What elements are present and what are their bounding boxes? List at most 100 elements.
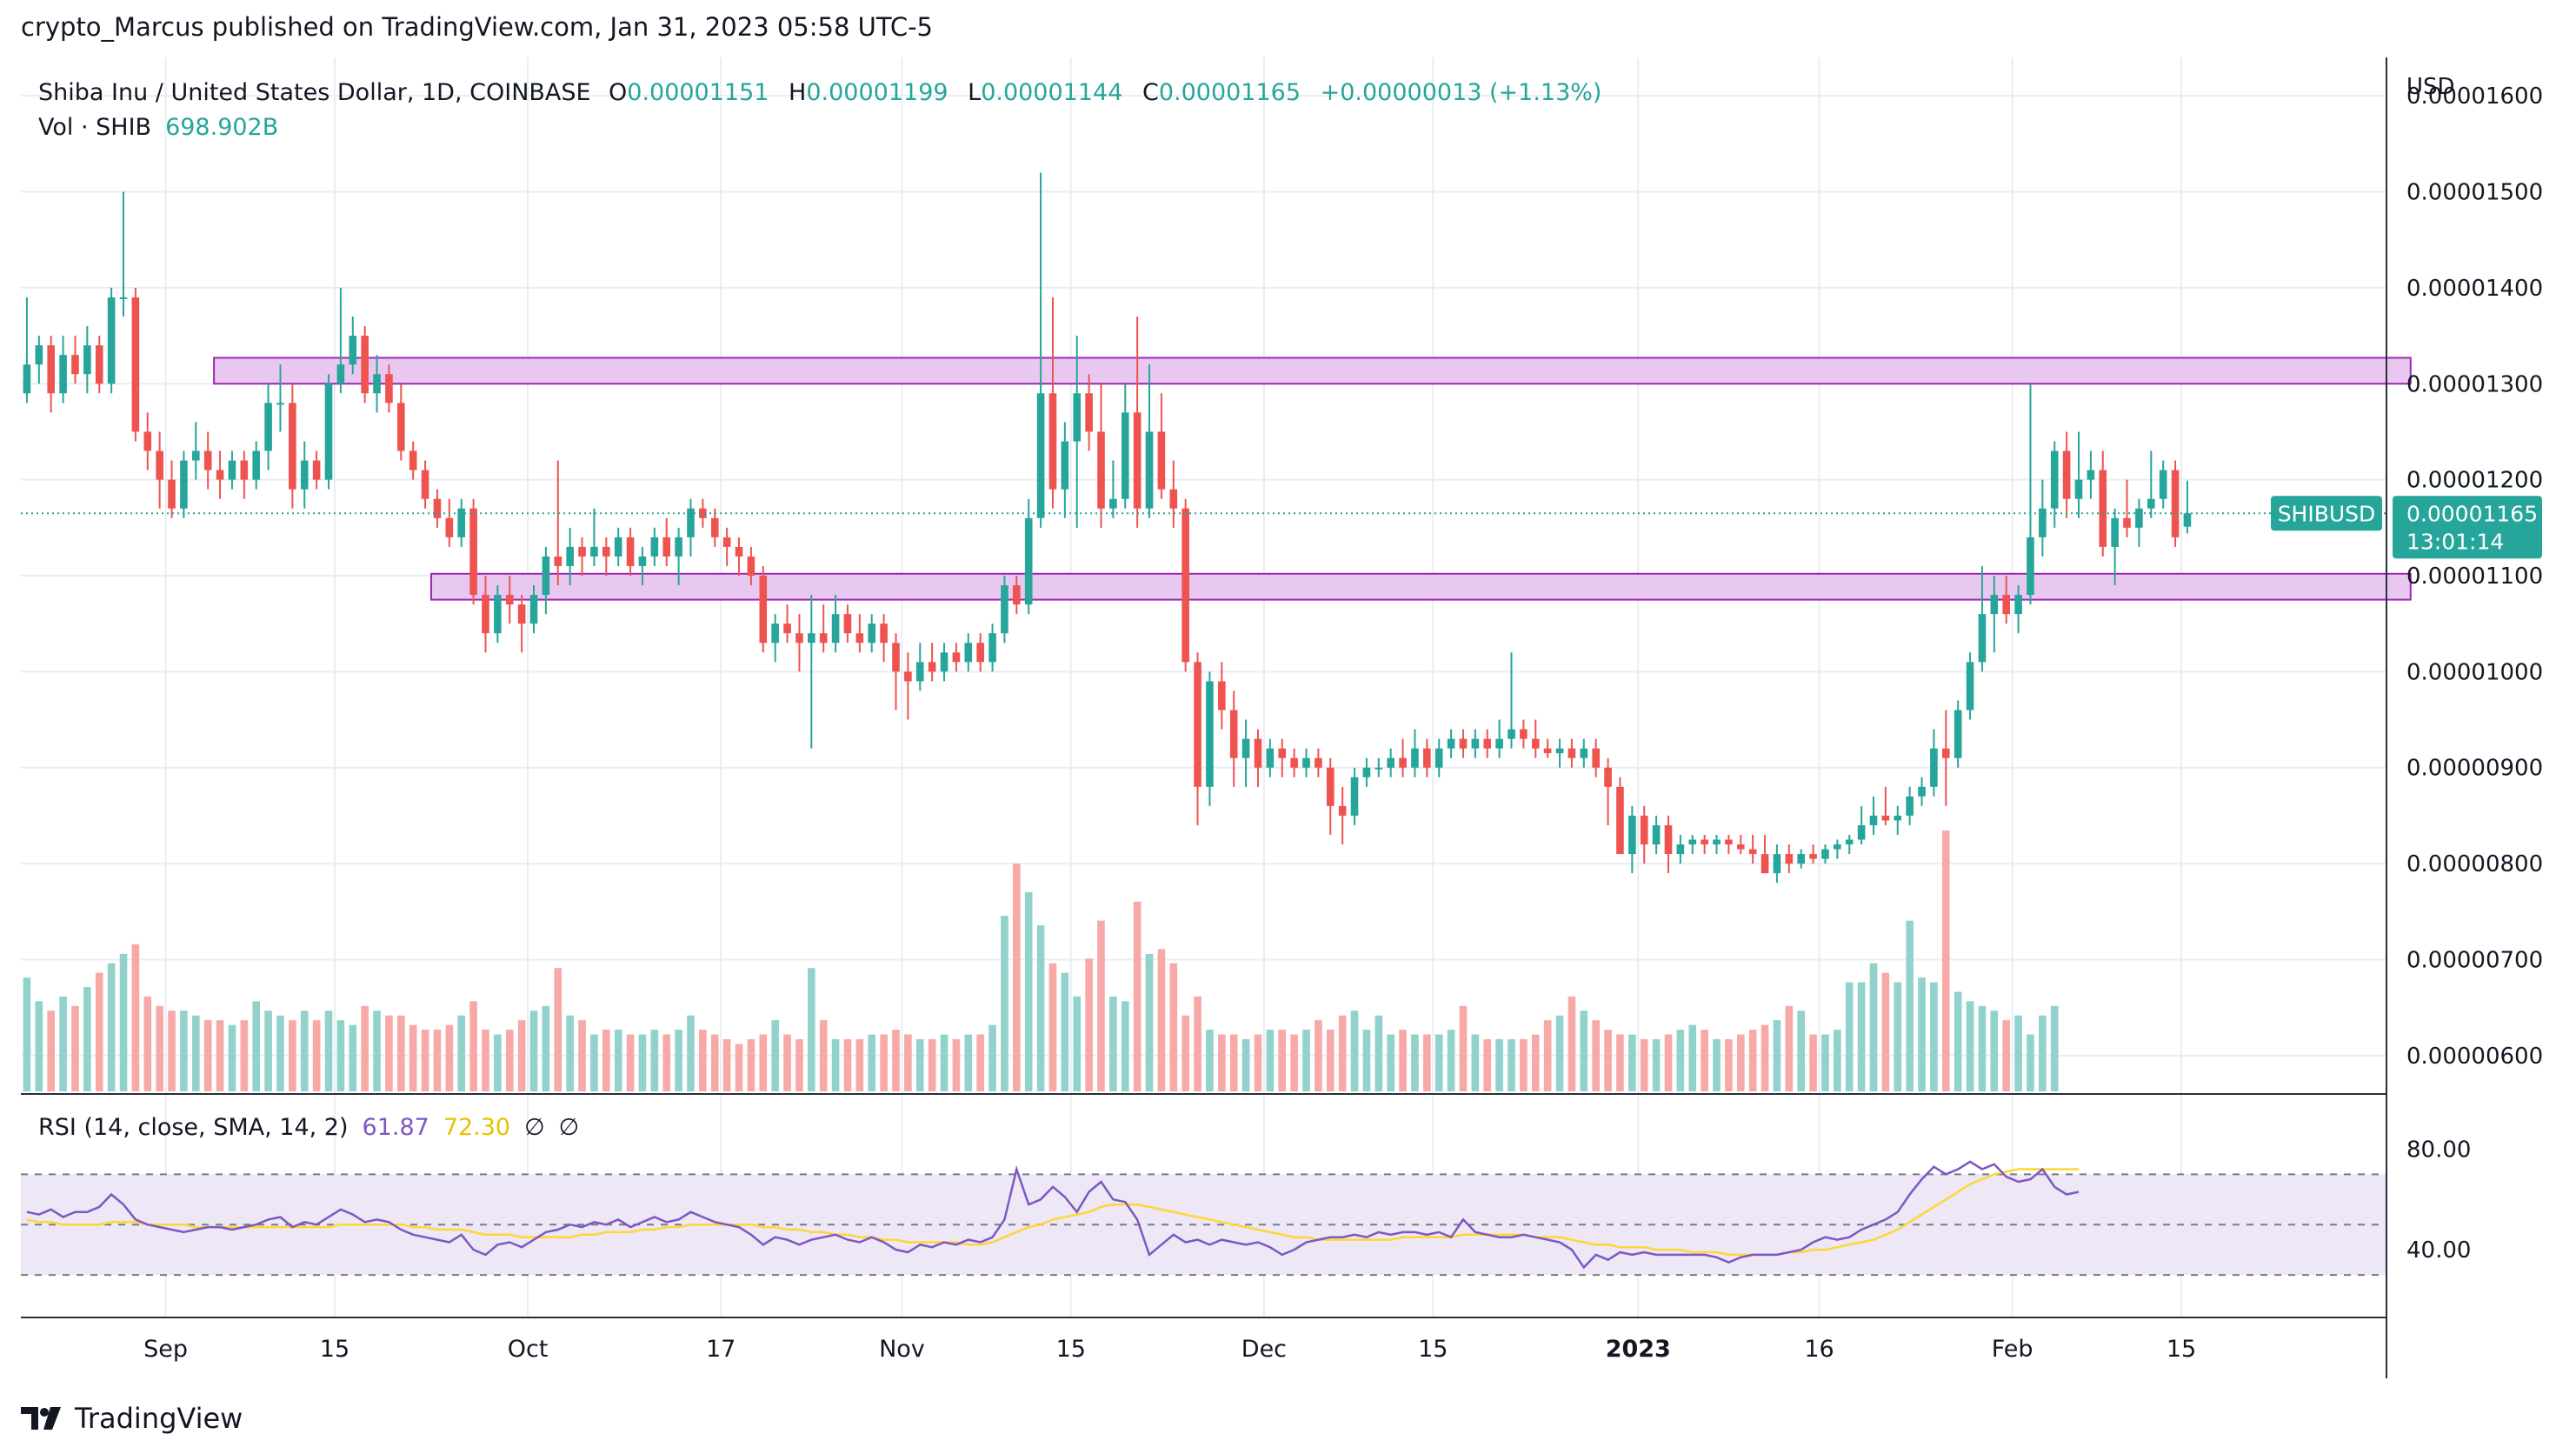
candle-body xyxy=(1918,786,1926,797)
candle-body xyxy=(892,643,900,672)
candle-body xyxy=(457,508,466,537)
volume-bar xyxy=(675,1030,682,1091)
volume-bar xyxy=(1024,891,1033,1091)
candle-body xyxy=(662,537,671,557)
candle-body xyxy=(1157,431,1166,490)
price-tick-label: 0.00000800 xyxy=(2406,851,2543,877)
price-tick-label: 0.00001200 xyxy=(2406,468,2543,494)
volume-bar xyxy=(1278,1030,1287,1091)
volume-bar xyxy=(1411,1034,1419,1091)
volume-bar xyxy=(1785,1005,1794,1091)
candle-body xyxy=(699,508,707,518)
volume-bar xyxy=(626,1034,635,1091)
tradingview-logo[interactable]: TradingView xyxy=(21,1402,243,1435)
candle-body xyxy=(554,556,562,566)
publisher-caption: crypto_Marcus published on TradingView.c… xyxy=(21,12,934,42)
volume-bar xyxy=(662,1034,671,1091)
volume-bar xyxy=(1133,901,1142,1091)
volume-bar xyxy=(1736,1034,1745,1091)
volume-bar xyxy=(1592,1020,1600,1091)
candle-body xyxy=(1990,595,1999,615)
volume-bar xyxy=(300,1010,309,1091)
candle-body xyxy=(1315,757,1322,768)
rsi-line xyxy=(26,1160,2080,1270)
candle-body xyxy=(675,537,682,557)
candle-body xyxy=(747,556,755,576)
volume-bar xyxy=(1109,996,1117,1091)
candle-body xyxy=(964,643,973,663)
volume-bar xyxy=(650,1030,659,1091)
volume-bar xyxy=(336,1020,345,1091)
rsi-tick-label: 40.00 xyxy=(2406,1237,2471,1264)
volume-bar xyxy=(517,1020,526,1091)
candle-body xyxy=(71,355,79,375)
volume-bar xyxy=(915,1039,924,1091)
volume-bar xyxy=(1688,1024,1697,1091)
time-tick-label: 16 xyxy=(1804,1336,1834,1363)
volume-bar xyxy=(457,1015,466,1091)
volume-bar xyxy=(1701,1030,1708,1091)
price-tick-label: 0.00001500 xyxy=(2406,180,2543,206)
candle-body xyxy=(868,624,876,644)
candle-body xyxy=(1483,738,1492,749)
candle-body xyxy=(517,604,526,624)
candle-body xyxy=(808,633,815,644)
candle-body xyxy=(2123,517,2131,528)
candle-body xyxy=(783,624,791,634)
volume-bar xyxy=(759,1034,768,1091)
tradingview-logo-icon xyxy=(21,1407,61,1430)
volume-bar xyxy=(252,1001,261,1091)
candle-body xyxy=(1423,748,1431,768)
volume-bar xyxy=(1834,1030,1841,1091)
volume-bar xyxy=(1434,1034,1443,1091)
volume-bar xyxy=(1652,1039,1661,1091)
candle-body xyxy=(2014,595,2022,615)
candle-body xyxy=(203,450,212,470)
time-tick-label: Sep xyxy=(143,1336,188,1363)
volume-bar xyxy=(1531,1034,1540,1091)
volume-bar xyxy=(1001,916,1008,1091)
candle-body xyxy=(2027,537,2034,596)
candle-body xyxy=(131,297,140,432)
candle-body xyxy=(1326,767,1335,806)
volume-bar xyxy=(1375,1015,1383,1091)
candle-body xyxy=(687,508,695,537)
price-tick-label: 0.00001000 xyxy=(2406,659,2543,685)
rsi-sma-line xyxy=(26,1168,2079,1257)
volume-bar xyxy=(1941,830,1950,1091)
volume-bar xyxy=(324,1010,333,1091)
candle-body xyxy=(1338,805,1347,816)
candle-body xyxy=(1206,681,1214,787)
volume-bar xyxy=(1713,1039,1721,1091)
volume-bar xyxy=(1471,1034,1480,1091)
candle-body xyxy=(276,403,284,405)
volume-bar xyxy=(1990,1010,1999,1091)
candle-body xyxy=(2050,450,2059,509)
volume-bar xyxy=(783,1034,791,1091)
volume-bar xyxy=(529,1010,538,1091)
volume-bar xyxy=(614,1030,622,1091)
candle-body xyxy=(1857,824,1866,840)
volume-bar xyxy=(1930,982,1938,1091)
volume-bar xyxy=(2039,1015,2047,1091)
price-tick-label: 0.00001400 xyxy=(2406,276,2543,302)
time-tick-label: 2023 xyxy=(1606,1336,1671,1363)
candle-body xyxy=(1713,839,1721,845)
volume-bar xyxy=(1315,1020,1322,1091)
volume-bar xyxy=(1097,920,1105,1091)
candle-body xyxy=(602,546,610,557)
volume-bar xyxy=(1326,1030,1335,1091)
candle-body xyxy=(819,633,828,644)
volume-bar xyxy=(542,1005,550,1091)
candle-body xyxy=(1133,412,1142,509)
volume-bar xyxy=(1918,977,1926,1091)
candle-body xyxy=(1447,738,1455,749)
volume-bar xyxy=(1218,1034,1226,1091)
candle-body xyxy=(168,479,176,509)
legend-symbol: Shiba Inu / United States Dollar, 1D, CO… xyxy=(38,79,591,106)
volume-bar xyxy=(1399,1030,1407,1091)
volume-bar xyxy=(1266,1030,1275,1091)
candle-body xyxy=(1362,767,1371,777)
volume-bar xyxy=(1157,949,1166,1091)
